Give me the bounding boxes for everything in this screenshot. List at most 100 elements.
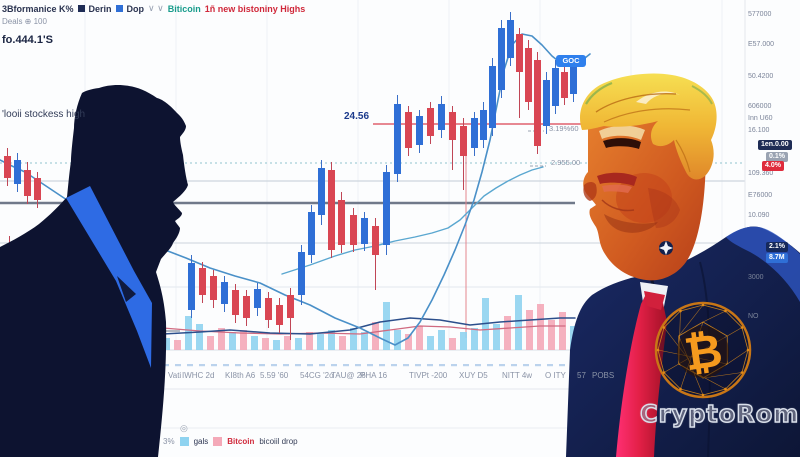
silhouette-tie-knot: [117, 276, 136, 302]
volume-bar: [295, 338, 302, 350]
big-price-label: fo.444.1'S: [2, 34, 53, 46]
candle-body: [34, 178, 41, 200]
trump-eyebrow: [599, 125, 645, 140]
mini-tick: [415, 364, 421, 367]
candle-body: [243, 296, 250, 318]
series1-label: Derin: [88, 3, 112, 14]
time-axis-label: Vati: [168, 371, 182, 380]
candle-body: [199, 268, 206, 295]
candle-body: [221, 282, 228, 304]
volume-bar: [548, 320, 555, 350]
mini-tick: [175, 364, 181, 367]
time-axis-label: 5.59 '60: [260, 371, 289, 380]
mini-tick: [475, 364, 481, 367]
mini-tick: [439, 364, 445, 367]
candle-body: [298, 252, 305, 295]
trump-jowl-shade: [648, 188, 680, 228]
time-axis-label: TIVPt -200: [409, 371, 448, 380]
mini-tick: [283, 364, 289, 367]
candle-body: [489, 66, 496, 128]
mini-tick: [199, 364, 205, 367]
mini-tick: [355, 364, 361, 367]
moving-average-slow: [281, 166, 544, 275]
trump-hair-highlight: [636, 91, 680, 104]
candle-body: [405, 112, 412, 148]
candle-body: [552, 68, 559, 106]
time-axis-label: NITT 4w: [502, 371, 533, 380]
candle-body: [438, 104, 445, 130]
candle-body: [427, 108, 434, 136]
trump-lower-lip: [602, 184, 632, 193]
candle-body: [394, 104, 401, 174]
candle-body: [449, 112, 456, 140]
volume-bar: [240, 330, 247, 350]
series2-label: Dop: [126, 3, 145, 14]
price-badge: 8.7M: [766, 253, 788, 263]
mini-tick: [235, 364, 241, 367]
price-axis-label: E76000: [748, 192, 773, 199]
mini-tick: [427, 364, 433, 367]
candle-body: [328, 170, 335, 250]
silhouette-tie: [66, 186, 152, 368]
mini-tick: [295, 364, 301, 367]
price-axis-label: 109.360: [748, 170, 774, 177]
candle-body: [383, 172, 390, 245]
price-axis-label: 3000: [748, 274, 764, 281]
volume-bar: [339, 336, 346, 350]
trump-lips: [597, 172, 637, 186]
trump-hair-green-tint-right: [691, 85, 713, 105]
mini-tick: [523, 364, 529, 367]
candle-body: [471, 118, 478, 148]
mini-tick: [367, 364, 373, 367]
trump-nose-shade: [583, 182, 597, 201]
candle-body: [14, 160, 21, 184]
volume-bar: [427, 336, 434, 350]
volume-bar: [163, 338, 170, 350]
candle-body: [4, 156, 11, 178]
legend-item2-rest: bicoiil drop: [259, 437, 298, 446]
volume-bar: [394, 330, 401, 350]
trump-chin-crease: [601, 199, 635, 212]
trump-chin-shadow: [604, 214, 658, 233]
candle-body: [372, 226, 379, 255]
volume-bar: [526, 310, 533, 350]
mini-tick: [559, 364, 565, 367]
candle-body: [570, 64, 577, 94]
price-badge: 1en.0.00: [758, 140, 792, 150]
legend-swatch-blue: [179, 437, 189, 446]
flag-pin-icon: [659, 241, 673, 255]
volume-bar: [350, 328, 357, 350]
cryptorom-watermark: CryptoRom: [639, 399, 800, 429]
series2-swatch: [115, 5, 123, 12]
time-axis-label: 54CG '2o: [300, 371, 334, 380]
mini-tick: [451, 364, 457, 367]
mini-tick: [187, 364, 193, 367]
time-axis-label: 57: [577, 371, 586, 380]
chevron-down-icon: ∨ ∨: [148, 3, 164, 13]
time-axis-label: O ITY: [545, 371, 566, 380]
candle-body: [361, 218, 368, 244]
legend-item2-red: Bitcoin: [227, 437, 255, 446]
price-badge: 2.1%: [766, 242, 788, 252]
headline-text: 1ñ new bistoniny Highs: [204, 3, 306, 14]
series1-swatch: [77, 5, 85, 12]
mini-tick: [319, 364, 325, 367]
trump-hair-green-tint-left: [585, 81, 613, 105]
volume-bar: [438, 330, 445, 350]
time-axis-label: XUY D5: [459, 371, 488, 380]
mini-tick: [271, 364, 277, 367]
mini-tick: [463, 364, 469, 367]
chart-legend: 3% gals Bitcoin bicoiil drop: [163, 437, 298, 446]
bitcoin-emblem: ₿: [654, 301, 752, 399]
chart-note: 'looii stockess high: [2, 109, 86, 120]
candle-body: [480, 110, 487, 140]
candle-body: [561, 72, 568, 98]
mini-tick: [547, 364, 553, 367]
volume-bar: [460, 332, 467, 350]
trump-hair-streak-2: [603, 108, 691, 173]
candle-body: [318, 168, 325, 215]
mini-tick: [163, 364, 169, 367]
candle-body: [254, 289, 261, 308]
mini-tick: [307, 364, 313, 367]
